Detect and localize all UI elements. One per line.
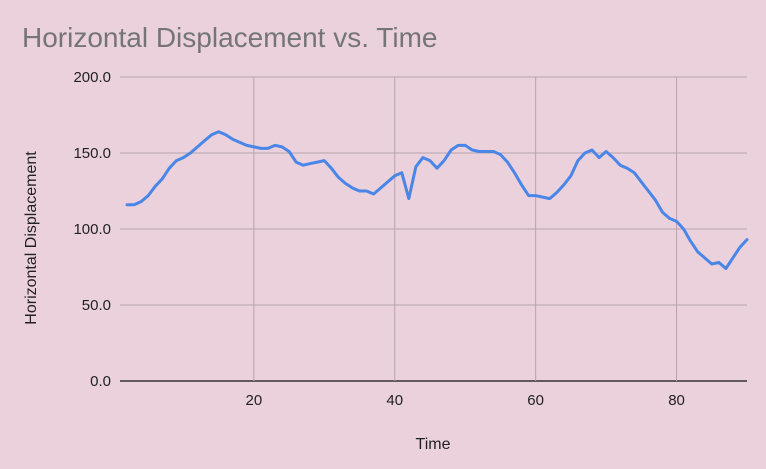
- x-tick-label: 80: [668, 392, 685, 409]
- x-tick-label: 60: [527, 392, 544, 409]
- y-tick-label: 50.0: [82, 297, 111, 314]
- y-tick-label: 150.0: [73, 145, 111, 162]
- gridlines: [120, 76, 747, 382]
- chart-title: Horizontal Displacement vs. Time: [22, 22, 437, 53]
- x-tick-label: 40: [386, 392, 403, 409]
- series-line: [125, 130, 749, 270]
- series-layer: [125, 130, 749, 270]
- y-tick-label: 100.0: [73, 221, 111, 238]
- x-tick-label: 20: [246, 392, 263, 409]
- x-axis-title: Time: [416, 436, 451, 453]
- y-axis-ticks: 0.0 50.0 100.0 150.0 200.0: [73, 69, 111, 390]
- y-tick-label: 200.0: [73, 69, 111, 86]
- y-tick-label: 0.0: [90, 373, 111, 390]
- x-axis-ticks: 20 40 60 80: [246, 392, 685, 409]
- y-axis-title: Horizontal Displacement: [23, 151, 40, 325]
